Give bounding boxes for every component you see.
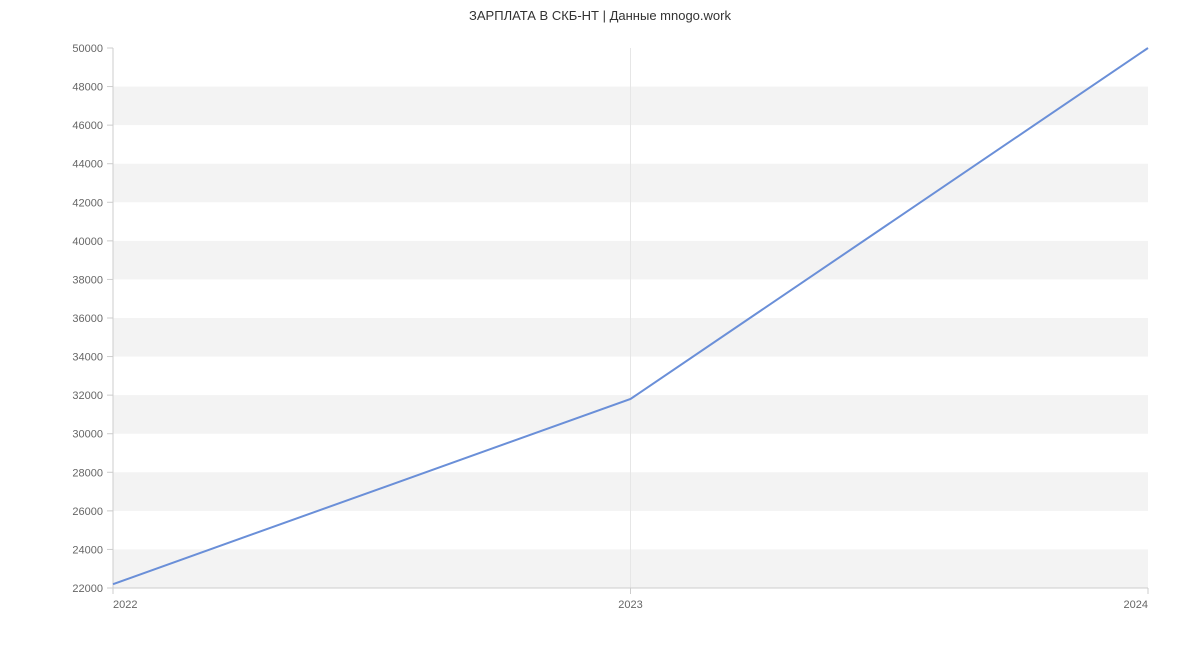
y-tick-label: 26000 xyxy=(72,506,103,518)
y-tick-label: 42000 xyxy=(72,197,103,209)
y-tick-label: 50000 xyxy=(72,43,103,55)
y-tick-label: 34000 xyxy=(72,352,103,364)
y-tick-label: 32000 xyxy=(72,390,103,402)
y-tick-label: 36000 xyxy=(72,313,103,325)
y-tick-label: 46000 xyxy=(72,120,103,132)
chart-title: ЗАРПЛАТА В СКБ-НТ | Данные mnogo.work xyxy=(0,8,1200,23)
y-tick-label: 30000 xyxy=(72,429,103,441)
chart-svg: 22000 24000 26000 28000 30000 32000 34000 36000… xyxy=(0,0,1200,650)
x-tick-label: 2022 xyxy=(113,599,137,611)
x-tick-label: 2024 xyxy=(1124,599,1148,611)
y-tick-label: 22000 xyxy=(72,583,103,595)
y-tick-label: 24000 xyxy=(72,544,103,556)
y-tick-label: 28000 xyxy=(72,467,103,479)
y-tick-label: 40000 xyxy=(72,236,103,248)
salary-line-chart: ЗАРПЛАТА В СКБ-НТ | Данные mnogo.work 22… xyxy=(0,0,1200,650)
y-tick-label: 48000 xyxy=(72,82,103,94)
y-tick-label: 38000 xyxy=(72,274,103,286)
x-tick-label: 2023 xyxy=(618,599,642,611)
y-tick-label: 44000 xyxy=(72,159,103,171)
